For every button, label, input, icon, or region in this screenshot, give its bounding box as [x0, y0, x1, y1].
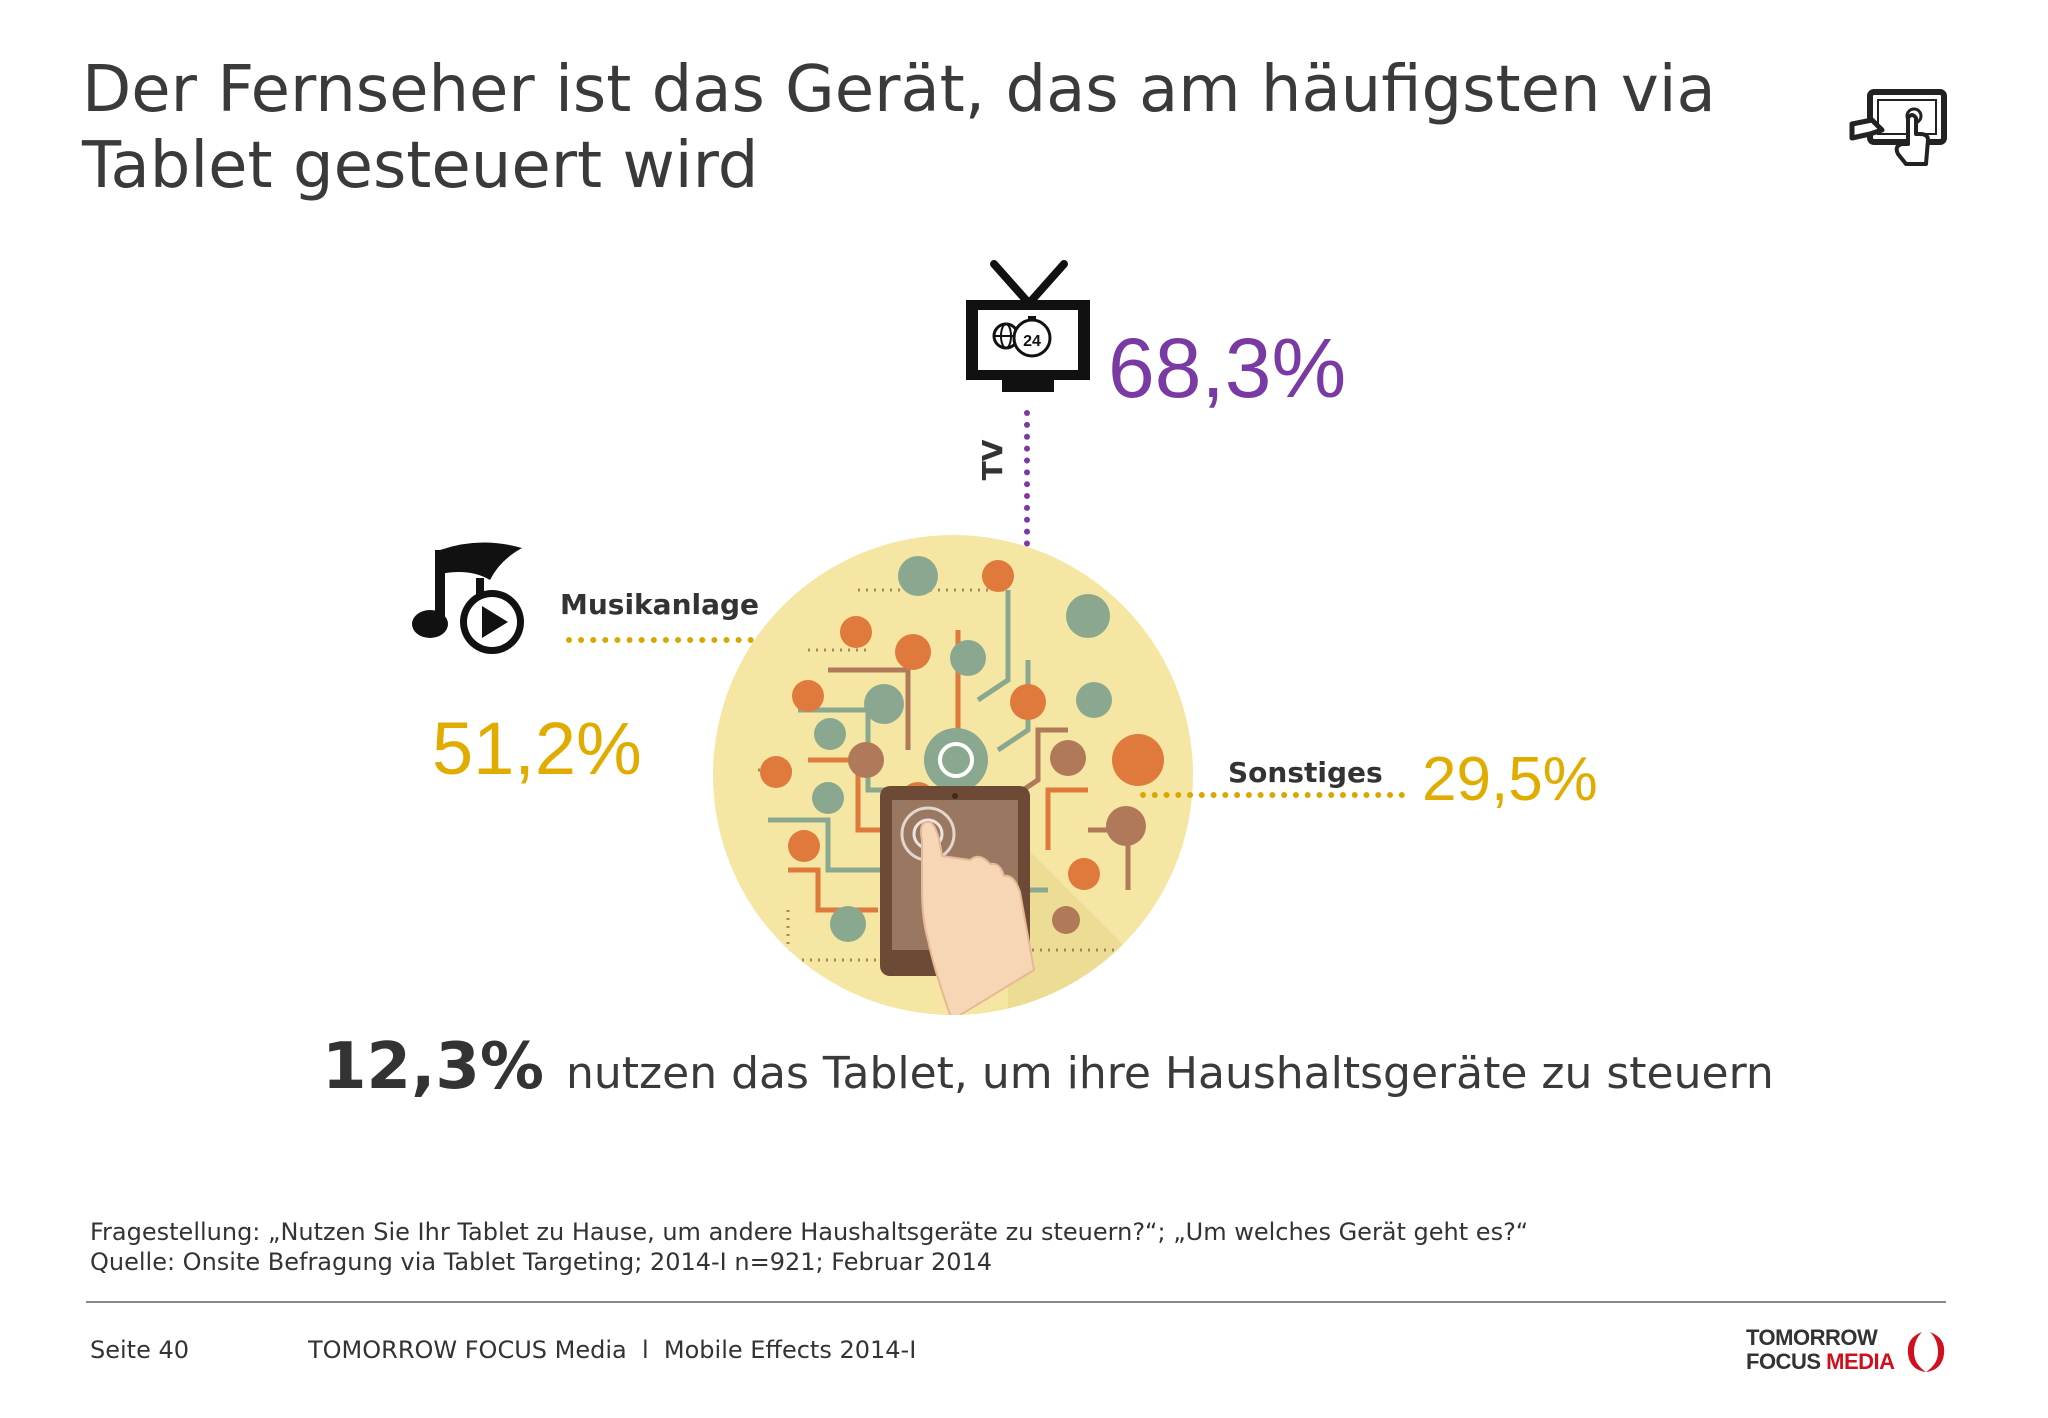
source-note: Quelle: Onsite Befragung via Tablet Targ… [90, 1248, 993, 1276]
music-label: Musikanlage [560, 588, 760, 621]
tv-label: TV [976, 439, 1009, 481]
tv-24h-icon: 24 [966, 260, 1090, 392]
music-value: 51,2% [432, 707, 642, 790]
footer-text: TOMORROW FOCUS Media l Mobile Effects 20… [308, 1336, 917, 1364]
other-value: 29,5% [1422, 745, 1598, 814]
footer-divider [86, 1301, 1946, 1303]
logo-line-2: FOCUS MEDIA [1746, 1350, 1950, 1374]
tablet-touch-icon [1849, 89, 1947, 166]
tv-connector-line [1024, 410, 1030, 606]
headline-value: 12,3% [322, 1030, 545, 1104]
title-line-1: Der Fernseher ist das Gerät, das am häuf… [82, 53, 1716, 127]
tv-value: 68,3% [1108, 321, 1347, 415]
title-line-2: Tablet gesteuert wird [82, 129, 759, 203]
music-note-play-icon [412, 542, 524, 654]
tablet-network-illustration [713, 535, 1193, 1015]
headline-text: nutzen das Tablet, um ihre Haushaltsgerä… [566, 1048, 1774, 1099]
tv-icon-badge: 24 [1023, 333, 1041, 350]
logo-line-1: TOMORROW [1746, 1325, 1878, 1350]
page-title: Der Fernseher ist das Gerät, das am häuf… [82, 52, 1782, 204]
logo-mark-icon [1907, 1332, 1945, 1372]
tomorrow-focus-media-logo: TOMORROW FOCUS MEDIA [1746, 1326, 1950, 1378]
page-number: Seite 40 [90, 1336, 190, 1364]
other-label: Sonstiges [1228, 756, 1383, 789]
logo-media: MEDIA [1826, 1349, 1895, 1374]
other-connector-line [1140, 792, 1405, 798]
question-note: Fragestellung: „Nutzen Sie Ihr Tablet zu… [90, 1218, 1529, 1246]
headline: 12,3% nutzen das Tablet, um ihre Haushalt… [322, 1030, 1774, 1104]
logo-focus: FOCUS [1746, 1349, 1821, 1374]
music-connector-line [566, 637, 766, 643]
